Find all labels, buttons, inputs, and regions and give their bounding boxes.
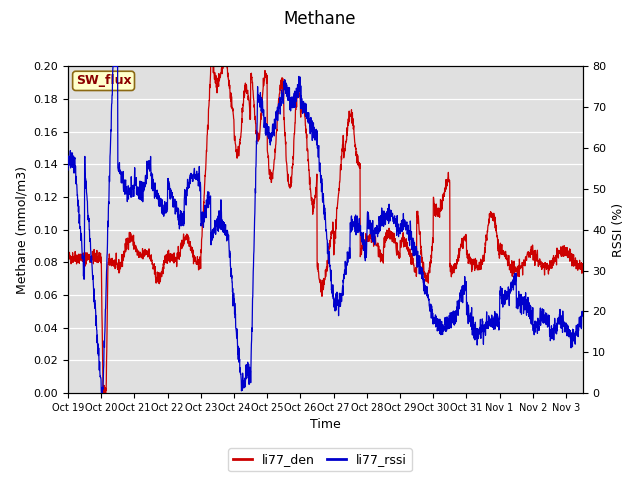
Y-axis label: RSSI (%): RSSI (%) (612, 203, 625, 257)
Text: SW_flux: SW_flux (76, 74, 131, 87)
X-axis label: Time: Time (310, 419, 340, 432)
Text: Methane: Methane (284, 10, 356, 28)
Y-axis label: Methane (mmol/m3): Methane (mmol/m3) (15, 166, 28, 294)
Legend: li77_den, li77_rssi: li77_den, li77_rssi (228, 448, 412, 471)
